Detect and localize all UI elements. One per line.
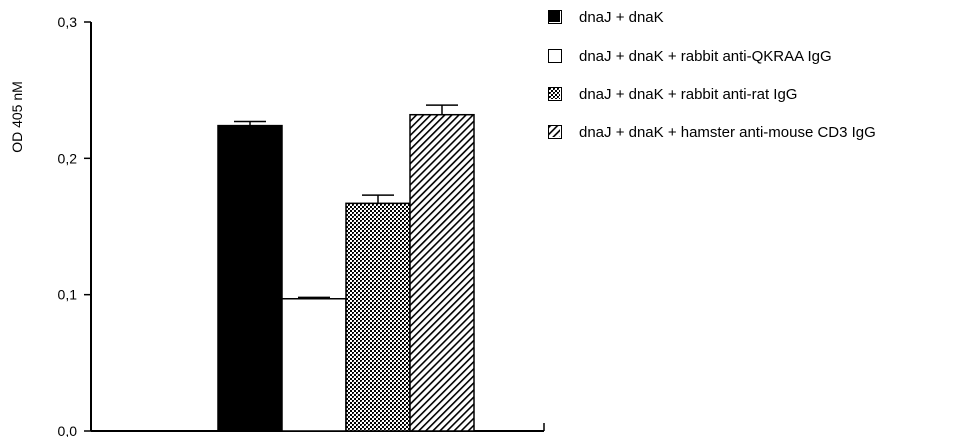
legend-item-solid: dnaJ + dnaK	[548, 6, 664, 28]
bar-dotted	[345, 202, 411, 432]
legend-item-hatched: dnaJ + dnaK + hamster anti-mouse CD3 IgG	[548, 121, 876, 143]
legend-swatch-dotted	[548, 87, 562, 101]
legend-swatch-hatched	[548, 125, 562, 139]
y-tick-label: 0,0	[58, 423, 78, 437]
legend-swatch-open	[548, 49, 562, 63]
legend-item-open: dnaJ + dnaK + rabbit anti-QKRAA IgG	[548, 45, 832, 67]
bar-open	[281, 298, 347, 432]
legend-label: dnaJ + dnaK + hamster anti-mouse CD3 IgG	[579, 123, 876, 141]
legend-label: dnaJ + dnaK + rabbit anti-QKRAA IgG	[579, 47, 832, 65]
chart: 0,0 0,1 0,2 0,3 OD 405 nM	[9, 14, 545, 437]
y-tick-label: 0,1	[58, 287, 78, 303]
legend-label: dnaJ + dnaK	[579, 8, 664, 26]
legend-swatch-solid	[548, 10, 562, 24]
axes: 0,0 0,1 0,2 0,3	[58, 14, 545, 437]
bar-solid	[217, 124, 283, 432]
legend-label: dnaJ + dnaK + rabbit anti-rat IgG	[579, 85, 798, 103]
y-axis-label: OD 405 nM	[9, 81, 25, 153]
bars	[217, 104, 475, 432]
y-tick-label: 0,3	[58, 14, 78, 30]
legend-item-dotted: dnaJ + dnaK + rabbit anti-rat IgG	[548, 83, 797, 105]
y-tick-label: 0,2	[58, 150, 78, 166]
bar-hatched	[409, 113, 475, 432]
